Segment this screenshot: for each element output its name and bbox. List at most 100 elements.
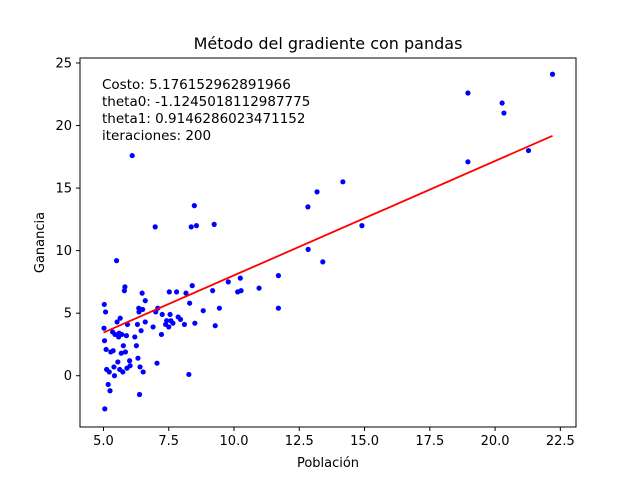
data-point [101,325,107,331]
data-point [103,346,109,353]
annotation-iterations: iteraciones: 200 [102,128,211,144]
x-tick-label: 5.0 [93,434,114,449]
data-point [135,355,141,361]
data-point [115,359,121,365]
data-point [122,284,128,290]
data-point [110,348,116,354]
data-point [166,289,172,295]
data-point [112,331,118,338]
y-tick-label: 20 [55,119,72,134]
data-point [340,179,346,185]
data-point [501,110,507,116]
data-point [120,343,126,349]
x-tick-label: 7.5 [158,434,179,449]
data-point [465,159,471,165]
data-point [238,288,244,294]
data-point [101,338,108,344]
plot-area [101,71,556,412]
x-tick-label: 17.5 [415,434,444,449]
data-point [136,309,142,315]
data-point [211,221,217,227]
regression-line [103,134,553,334]
data-point [359,223,365,229]
data-point [225,279,231,285]
data-point [136,305,142,311]
y-tick-label: 15 [55,182,72,197]
x-tick-label: 22.5 [546,434,575,449]
data-point [193,223,200,229]
data-point [136,391,143,398]
axes-frame [79,57,577,428]
x-tick-label: 12.5 [285,434,314,449]
data-point [183,290,189,296]
data-point [113,258,120,264]
data-point [181,321,188,328]
data-point [200,308,206,314]
data-point [192,320,198,326]
chart-title: Método del gradiente con pandas [194,34,463,53]
data-point [549,71,556,77]
x-tick-label: 20.0 [481,434,510,449]
data-point [314,189,320,195]
x-axis-ticks: 5.0 7.5 10.0 12.5 15.0 17.5 20.0 22.5 [93,427,575,449]
data-point [256,285,262,291]
data-point [188,224,194,230]
data-point [212,323,218,329]
data-point [101,301,107,308]
y-tick-label: 5 [64,307,72,322]
data-point [138,328,144,334]
annotation-theta0: theta0: -1.1245018112987775 [102,94,310,110]
data-point [117,315,123,321]
data-point [134,321,141,328]
data-point [170,320,176,326]
annotation-theta1: theta1: 0.9146286023471152 [102,111,305,127]
data-point [137,364,143,370]
data-point [105,381,111,388]
data-point [106,369,112,375]
data-point [499,100,505,106]
data-point [142,319,148,325]
annotation-cost: Costo: 5.176152962891966 [102,77,291,93]
data-point [167,311,173,318]
data-point [107,388,113,394]
data-point [111,373,118,379]
y-tick-label: 10 [55,244,72,259]
data-point [114,319,120,325]
data-point [150,324,156,330]
data-point [140,306,146,313]
y-axis-label: Ganancia [33,212,48,273]
data-point [320,259,326,265]
data-point [305,204,311,210]
data-point [127,363,133,369]
data-point [129,152,135,159]
data-point [122,349,129,355]
data-point [119,331,125,338]
data-point [189,283,195,289]
data-point [102,309,109,315]
data-point [187,300,193,306]
data-point [164,318,170,324]
data-point [275,305,281,311]
data-point [123,333,130,339]
x-tick-label: 15.0 [350,434,379,449]
data-point [158,331,165,338]
data-point [166,324,172,330]
data-point [133,343,139,349]
data-point [305,246,311,252]
data-point [102,406,108,412]
data-point [177,316,184,323]
data-point [154,360,160,366]
annotation-box: Costo: 5.176152962891966 theta0: -1.1245… [102,77,310,144]
data-point [210,288,216,294]
data-point [142,298,148,304]
data-point [186,371,192,378]
x-tick-label: 10.0 [220,434,249,449]
y-tick-label: 25 [55,57,72,72]
data-point [525,147,532,154]
data-point [152,224,158,230]
data-point [191,203,197,209]
data-point [159,311,165,318]
y-axis-ticks: 0 5 10 15 20 25 [55,57,80,384]
data-point [139,290,145,296]
